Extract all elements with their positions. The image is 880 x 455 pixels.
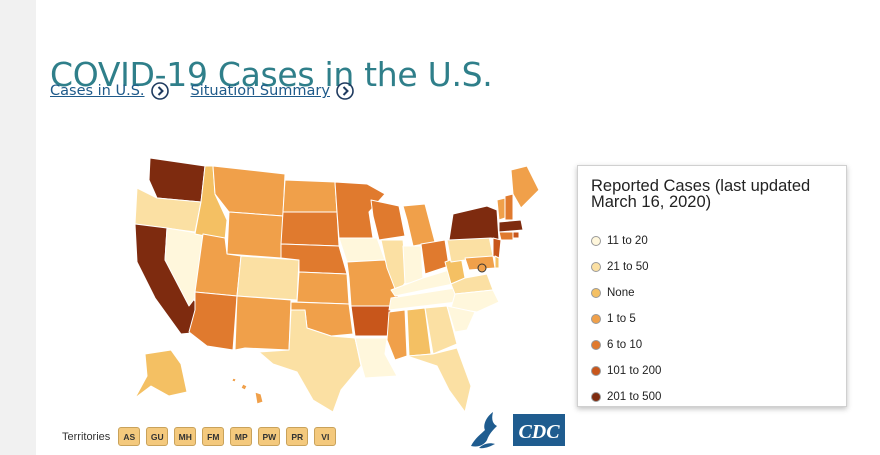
logos: CDC [465,408,570,455]
territories-bar: Territories AS GU MH FM MP PW PR VI [62,427,342,446]
state-minnesota[interactable] [334,181,386,239]
legend-item: 11 to 20 [591,228,661,254]
state-north-carolina[interactable] [450,289,500,313]
legend-label: 21 to 50 [607,261,649,273]
state-virginia[interactable] [450,273,494,295]
state-colorado[interactable] [236,255,300,301]
territories-label: Territories [62,430,111,443]
legend-swatch [591,366,601,376]
state-new-hampshire[interactable] [504,193,514,221]
legend-label: None [607,287,635,299]
state-montana[interactable] [212,165,286,217]
state-iowa[interactable] [338,237,386,263]
cases-in-us-label: Cases in U.S. [50,83,145,99]
us-map [95,150,555,425]
map-legend: Reported Cases (last updated March 16, 2… [577,165,847,407]
state-michigan[interactable] [402,203,436,247]
cases-in-us-link[interactable]: Cases in U.S. [50,82,169,100]
legend-label: 1 to 5 [607,313,636,325]
state-rhode-island[interactable] [512,231,520,239]
state-ohio[interactable] [420,239,450,275]
legend-item: 6 to 10 [591,332,661,358]
state-alaska[interactable] [134,349,188,399]
state-connecticut[interactable] [498,231,514,241]
hhs-eagle-logo [471,412,497,449]
legend-item: 201 to 500 [591,384,661,410]
state-washington[interactable] [148,157,206,203]
territory-button-mp[interactable]: MP [230,427,253,446]
state-indiana[interactable] [402,245,424,285]
state-new-york[interactable] [448,205,500,241]
legend-swatch [591,236,601,246]
state-north-dakota[interactable] [282,179,338,213]
legend-items: 11 to 20 21 to 50 None 1 to 5 6 to 10 10… [591,228,661,410]
territory-button-mh[interactable]: MH [174,427,197,446]
situation-summary-label: Situation Summary [190,83,330,99]
legend-swatch [591,262,601,272]
legend-label: 11 to 20 [607,235,648,247]
legend-item: 101 to 200 [591,358,661,384]
state-maine[interactable] [510,165,540,209]
territory-button-as[interactable]: AS [118,427,141,446]
state-hawaii[interactable] [231,377,264,405]
state-georgia[interactable] [424,305,458,355]
state-arkansas[interactable] [350,305,392,337]
svg-text:CDC: CDC [518,421,560,443]
left-gutter [0,0,36,455]
nav-links: Cases in U.S. Situation Summary [50,82,376,100]
state-new-mexico[interactable] [234,295,292,351]
us-map-svg [134,157,540,413]
legend-item: None [591,280,661,306]
situation-summary-link[interactable]: Situation Summary [191,82,354,100]
state-massachusetts[interactable] [498,219,524,233]
territory-button-gu[interactable]: GU [146,427,169,446]
state-texas[interactable] [258,309,362,413]
legend-swatch [591,288,601,298]
state-arizona[interactable] [188,291,238,351]
territory-button-fm[interactable]: FM [202,427,225,446]
legend-swatch [591,392,601,402]
state-florida[interactable] [406,347,472,413]
legend-item: 1 to 5 [591,306,661,332]
page-title: COVID-19 Cases in the U.S. [50,55,493,95]
cdc-logo: CDC [513,414,565,446]
agency-logos: CDC [471,412,565,449]
territory-button-vi[interactable]: VI [314,427,337,446]
territory-button-pr[interactable]: PR [286,427,309,446]
legend-title: Reported Cases (last updated March 16, 2… [591,177,811,211]
legend-label: 101 to 200 [607,365,662,377]
state-south-carolina[interactable] [446,305,476,333]
state-south-dakota[interactable] [280,211,340,247]
state-kansas[interactable] [296,271,350,305]
chevron-right-circle-icon [336,82,354,100]
legend-label: 6 to 10 [607,339,643,351]
chevron-right-circle-icon [150,82,169,100]
state-wisconsin[interactable] [370,199,406,241]
legend-label: 201 to 500 [607,391,662,403]
legend-swatch [591,314,601,324]
state-delaware[interactable] [494,255,500,269]
state-vermont[interactable] [496,197,506,221]
state-wyoming[interactable] [226,211,284,259]
territory-button-pw[interactable]: PW [258,427,281,446]
state-mississippi[interactable] [386,309,408,361]
dc-marker[interactable] [477,263,487,273]
legend-item: 21 to 50 [591,254,661,280]
legend-swatch [591,340,601,350]
